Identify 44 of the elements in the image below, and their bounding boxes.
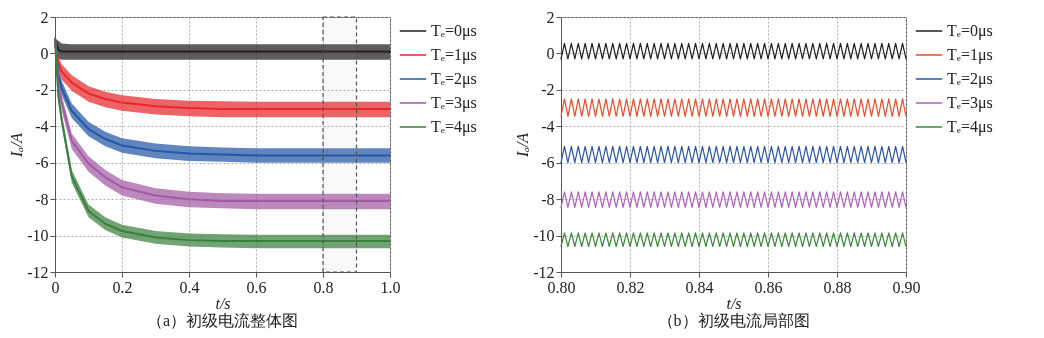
legend-label: Tₑ=0μs [431, 22, 477, 40]
y-tick-label: -4 [35, 117, 49, 135]
y-tick-label: -12 [27, 263, 49, 281]
y-tick-label: 2 [40, 8, 49, 26]
x-tick-label: 0 [51, 278, 60, 296]
y-tick-label: -6 [541, 154, 555, 172]
y-tick-label: -8 [541, 190, 555, 208]
y-tick-label: -12 [533, 263, 555, 281]
y-tick-label: -4 [541, 117, 555, 135]
x-tick-label: 0.90 [892, 278, 921, 296]
y-axis-title: Iₐ/A [8, 132, 26, 159]
y-axis-title: Iₐ/A [514, 132, 532, 159]
x-tick-label: 1.0 [380, 278, 401, 296]
text: （b）初级电流局部图 [657, 312, 810, 329]
legend-label: Tₑ=1μs [431, 46, 477, 64]
x-tick-label: 0.6 [246, 278, 267, 296]
legend-label: Tₑ=4μs [431, 118, 477, 136]
x-tick-label: 0.84 [685, 278, 714, 296]
legend-label: Tₑ=2μs [947, 70, 993, 88]
x-tick-label: 0.2 [112, 278, 133, 296]
y-tick-label: -2 [541, 81, 555, 99]
legend-label: Tₑ=2μs [431, 70, 477, 88]
x-tick-label: 0.88 [823, 278, 852, 296]
x-tick-label: 0.86 [754, 278, 783, 296]
x-axis-title: t/s [726, 294, 742, 312]
legend-label: Tₑ=3μs [947, 94, 993, 112]
y-tick-label: 2 [546, 8, 555, 26]
x-tick-label: 0.4 [179, 278, 200, 296]
y-tick-label: -8 [35, 190, 49, 208]
y-tick-label: -10 [27, 227, 49, 245]
legend-label: Tₑ=1μs [947, 46, 993, 64]
y-tick-label: -10 [533, 227, 555, 245]
x-axis-title: t/s [215, 294, 231, 312]
x-tick-label: 0.8 [313, 278, 334, 296]
x-tick-label: 0.82 [616, 278, 645, 296]
y-tick-label: 0 [546, 44, 555, 62]
y-tick-label: -2 [35, 81, 49, 99]
y-tick-label: 0 [40, 44, 49, 62]
legend-label: Tₑ=0μs [947, 22, 993, 40]
text: （a）初级电流整体图 [146, 312, 299, 329]
y-tick-label: -6 [35, 154, 49, 172]
x-tick-label: 0.80 [547, 278, 576, 296]
legend-label: Tₑ=3μs [431, 94, 477, 112]
legend-label: Tₑ=4μs [947, 118, 993, 136]
